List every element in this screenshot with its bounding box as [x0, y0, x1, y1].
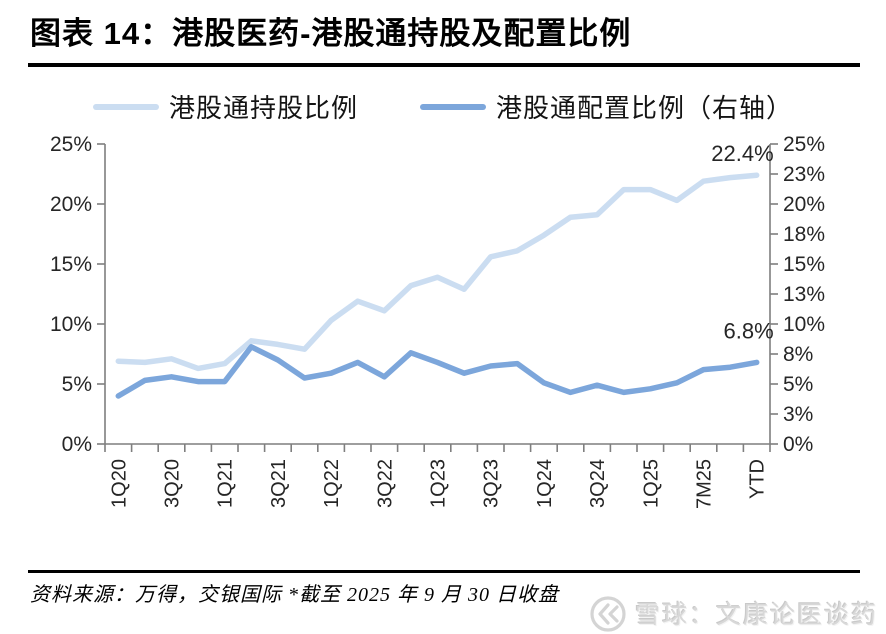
svg-text:YTD: YTD: [747, 459, 769, 499]
svg-text:3Q24: 3Q24: [587, 459, 609, 508]
svg-text:1Q24: 1Q24: [534, 459, 556, 508]
legend-item-label: 港股通配置比例（右轴）: [496, 93, 794, 123]
legend-item-allocation: 港股通配置比例（右轴）: [420, 88, 793, 125]
svg-text:13%: 13%: [783, 283, 825, 306]
watermark: 雪球：文康论医谈药: [588, 592, 878, 634]
svg-text:3%: 3%: [783, 403, 813, 426]
svg-text:3Q22: 3Q22: [374, 459, 396, 508]
svg-text:6.8%: 6.8%: [724, 318, 774, 343]
legend: 港股通持股比例 港股通配置比例（右轴）: [0, 88, 886, 125]
svg-text:8%: 8%: [783, 343, 813, 366]
svg-text:20%: 20%: [50, 193, 92, 216]
snowball-logo-icon: [590, 596, 626, 632]
holding-line-marker-icon: [92, 103, 159, 110]
svg-text:1Q22: 1Q22: [321, 459, 343, 508]
svg-text:5%: 5%: [783, 373, 813, 396]
svg-text:15%: 15%: [50, 253, 92, 276]
svg-text:10%: 10%: [50, 313, 92, 336]
svg-text:23%: 23%: [783, 163, 825, 186]
svg-text:25%: 25%: [783, 133, 825, 156]
svg-text:5%: 5%: [62, 373, 92, 396]
svg-text:1Q25: 1Q25: [640, 459, 662, 508]
svg-text:25%: 25%: [50, 133, 92, 156]
svg-text:15%: 15%: [783, 253, 825, 276]
svg-text:20%: 20%: [783, 193, 825, 216]
chart-title: 图表 14：港股医药-港股通持股及配置比例: [30, 16, 632, 51]
svg-text:3Q20: 3Q20: [162, 459, 184, 508]
svg-text:18%: 18%: [783, 223, 825, 246]
svg-text:3Q23: 3Q23: [481, 459, 503, 508]
svg-text:1Q21: 1Q21: [215, 459, 237, 508]
svg-text:0%: 0%: [62, 433, 92, 456]
title-underline: [28, 63, 860, 67]
legend-item-holding: 港股通持股比例: [92, 88, 358, 125]
svg-text:7M25: 7M25: [694, 459, 716, 509]
footer-source-note: 资料来源：万得，交银国际 *截至 2025 年 9 月 30 日收盘: [30, 584, 559, 606]
svg-text:0%: 0%: [783, 433, 813, 456]
footer-divider: [28, 570, 860, 573]
svg-text:22.4%: 22.4%: [711, 141, 773, 166]
watermark-text: 雪球：文康论医谈药: [634, 601, 878, 629]
svg-text:10%: 10%: [783, 313, 825, 336]
svg-text:3Q21: 3Q21: [268, 459, 290, 508]
svg-text:1Q23: 1Q23: [428, 459, 450, 508]
legend-item-label: 港股通持股比例: [168, 93, 358, 123]
svg-text:1Q20: 1Q20: [108, 459, 130, 508]
allocation-line-marker-icon: [420, 103, 486, 110]
